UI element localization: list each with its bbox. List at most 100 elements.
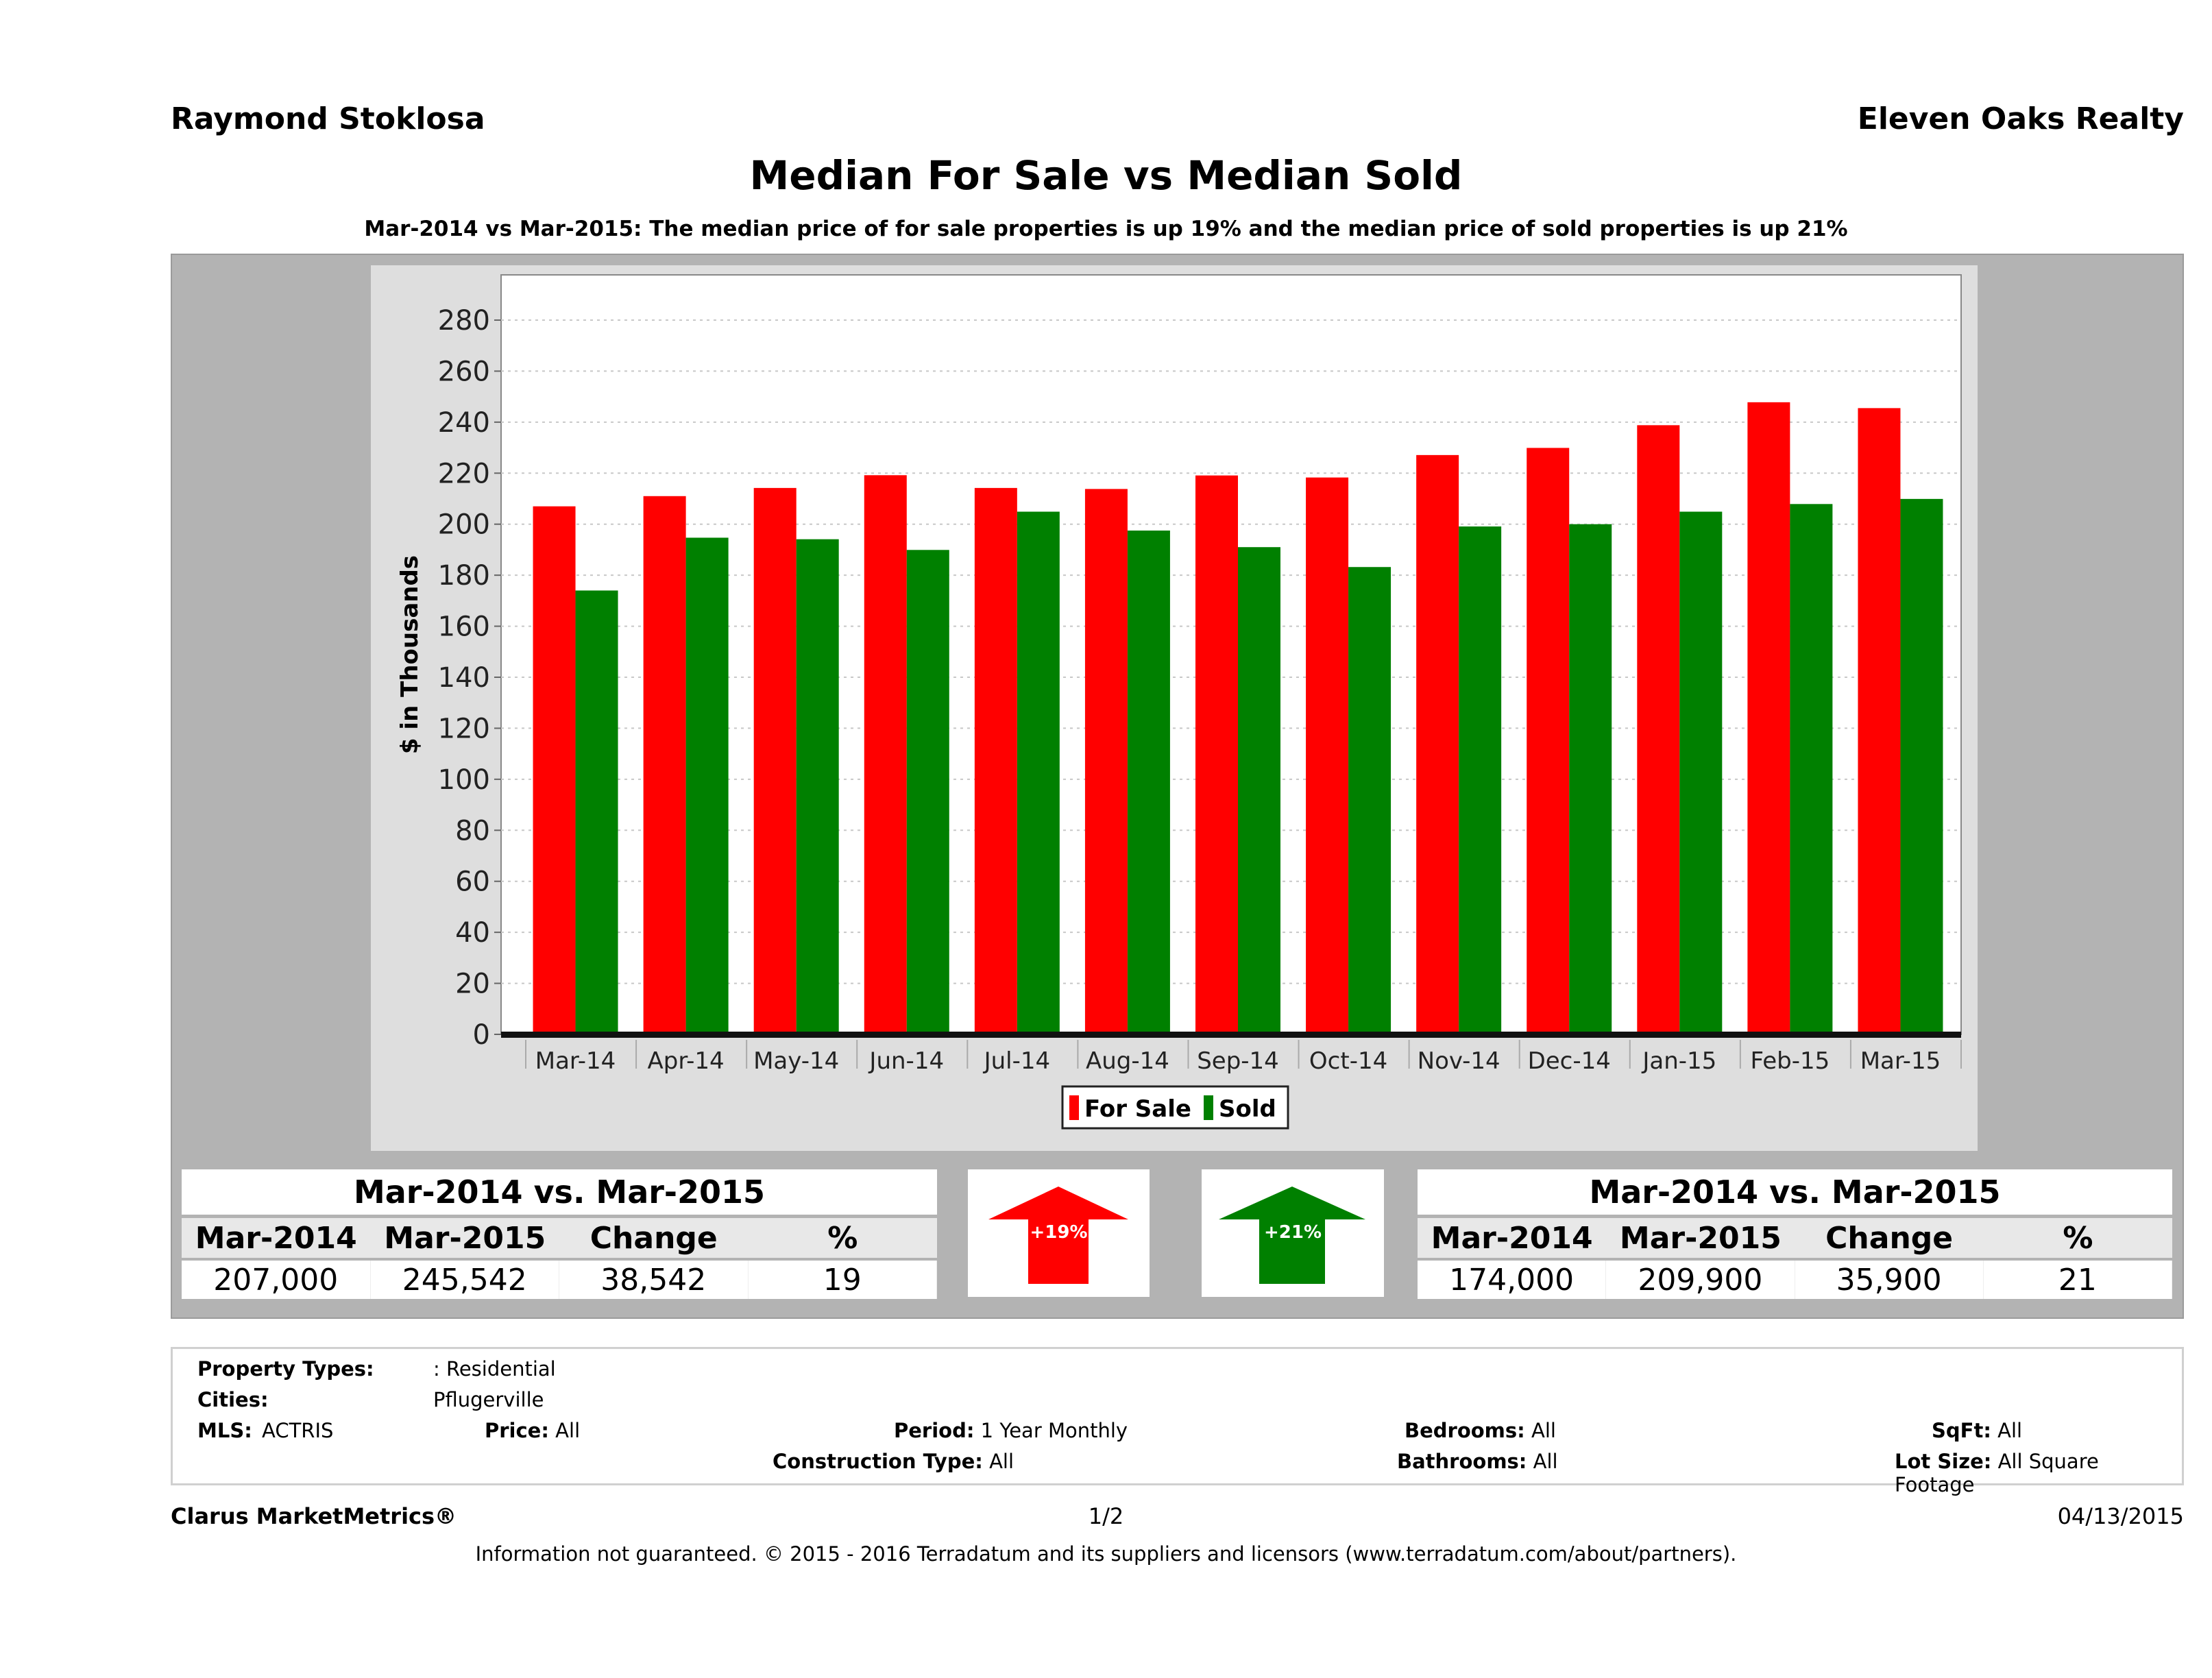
bar-for-sale xyxy=(1084,489,1128,1034)
mls-value: ACTRIS xyxy=(262,1419,334,1442)
for-sale-summary-title: Mar-2014 vs. Mar-2015 xyxy=(182,1169,937,1215)
for-sale-value-percent: 19 xyxy=(748,1261,937,1299)
report-date: 04/13/2015 xyxy=(2057,1503,2184,1529)
bathrooms-filter: Bathrooms: All xyxy=(1397,1450,1558,1473)
x-tick-label: Nov-14 xyxy=(1418,1047,1500,1075)
mls-label: MLS: xyxy=(197,1419,252,1442)
construction-type-filter: Construction Type: All xyxy=(773,1450,1014,1473)
construction-type-value: All xyxy=(989,1450,1014,1473)
y-tick-label: 80 xyxy=(455,815,490,847)
lot-size-label: Lot Size: xyxy=(1895,1450,1992,1473)
bar-sold xyxy=(1127,531,1170,1034)
y-tick-label: 180 xyxy=(438,560,490,592)
property-types-label: Property Types: xyxy=(197,1357,374,1381)
legend-swatch-for-sale xyxy=(1069,1095,1079,1120)
bedrooms-filter: Bedrooms: All xyxy=(1405,1419,1556,1442)
construction-type-label: Construction Type: xyxy=(773,1450,983,1473)
lot-size-filter: Lot Size: All Square Footage xyxy=(1895,1450,2182,1496)
chart-title: Median For Sale vs Median Sold xyxy=(749,152,1463,199)
legend-box xyxy=(1061,1085,1289,1130)
price-value: All xyxy=(555,1419,581,1442)
bar-for-sale xyxy=(864,475,907,1034)
bar-sold xyxy=(685,537,729,1034)
y-tick-label: 0 xyxy=(473,1019,490,1051)
for-sale-value-change: 38,542 xyxy=(559,1261,749,1299)
y-tick-label: 120 xyxy=(438,713,490,744)
for-sale-arrow-label: +19% xyxy=(1030,1222,1088,1243)
y-tick-label: 260 xyxy=(438,356,490,387)
sqft-value: All xyxy=(1997,1419,2023,1442)
y-tick-label: 40 xyxy=(455,917,490,949)
bathrooms-value: All xyxy=(1533,1450,1558,1473)
bar-chart: 0 20 40 60 80 100 120 140 160 180 200 220 240 260 280 $… xyxy=(396,274,1962,1130)
x-tick-label: Oct-14 xyxy=(1309,1047,1387,1075)
x-tick-label: Jun-14 xyxy=(868,1047,944,1075)
bar-sold xyxy=(1017,511,1060,1034)
for-sale-change-indicator: +19% xyxy=(968,1169,1150,1297)
bar-for-sale xyxy=(1195,475,1238,1034)
for-sale-header-percent: % xyxy=(748,1218,937,1258)
x-tick-label: Jul-14 xyxy=(983,1047,1051,1075)
property-types-value: : Residential xyxy=(433,1357,556,1381)
page-number: 1/2 xyxy=(1088,1503,1124,1529)
sold-summary-table: Mar-2014 vs. Mar-2015 Mar-2014 Mar-2015 … xyxy=(1418,1169,2172,1299)
bar-sold xyxy=(1900,498,1943,1034)
x-tick-label: Sep-14 xyxy=(1197,1047,1279,1075)
price-filter: Price: All xyxy=(485,1419,580,1442)
sqft-label: SqFt: xyxy=(1932,1419,1991,1442)
product-name: Clarus MarketMetrics® xyxy=(171,1503,457,1529)
bar-sold xyxy=(1790,504,1833,1034)
bedrooms-value: All xyxy=(1531,1419,1556,1442)
x-tick-label: Feb-15 xyxy=(1751,1047,1830,1075)
price-label: Price: xyxy=(485,1419,549,1442)
bar-for-sale xyxy=(643,496,686,1034)
sold-summary-title: Mar-2014 vs. Mar-2015 xyxy=(1418,1169,2172,1215)
brokerage-name: Eleven Oaks Realty xyxy=(1857,101,2184,136)
for-sale-value-mar2014: 207,000 xyxy=(182,1261,371,1299)
disclaimer: Information not guaranteed. © 2015 - 201… xyxy=(475,1542,1737,1566)
sold-header-mar2015: Mar-2015 xyxy=(1606,1218,1795,1258)
bar-for-sale xyxy=(1637,425,1680,1034)
for-sale-header-mar2014: Mar-2014 xyxy=(182,1218,371,1258)
lot-size-value: All Square Footage xyxy=(1895,1450,2099,1496)
bar-sold xyxy=(1459,526,1502,1034)
bar-sold xyxy=(796,539,839,1034)
period-filter: Period: 1 Year Monthly xyxy=(894,1419,1128,1442)
bar-for-sale xyxy=(1416,454,1459,1034)
up-arrow-icon xyxy=(1219,1187,1365,1284)
legend-swatch-sold xyxy=(1204,1095,1213,1120)
bar-for-sale xyxy=(753,487,797,1034)
legend-label-sold: Sold xyxy=(1219,1095,1276,1123)
agent-name: Raymond Stoklosa xyxy=(171,101,485,136)
period-value: 1 Year Monthly xyxy=(980,1419,1128,1442)
y-tick-label: 160 xyxy=(438,611,490,643)
chart-container: 0 20 40 60 80 100 120 140 160 180 200 220 240 260 280 $… xyxy=(371,265,1978,1151)
sold-value-change: 35,900 xyxy=(1795,1261,1984,1299)
x-tick-label: May-14 xyxy=(753,1047,839,1075)
bar-for-sale xyxy=(1747,402,1790,1034)
sold-change-indicator: +21% xyxy=(1202,1169,1384,1297)
bar-for-sale xyxy=(1858,408,1901,1034)
bar-sold xyxy=(1569,524,1612,1034)
for-sale-header-change: Change xyxy=(559,1218,749,1258)
y-tick-label: 100 xyxy=(438,764,490,796)
bar-sold xyxy=(1238,547,1280,1034)
sold-header-percent: % xyxy=(1983,1218,2172,1258)
y-tick-label: 240 xyxy=(438,407,490,439)
bar-for-sale xyxy=(533,506,576,1034)
x-tick-label: Jan-15 xyxy=(1641,1047,1716,1075)
y-axis-label: $ in Thousands xyxy=(396,555,424,754)
bar-sold xyxy=(906,550,949,1034)
bedrooms-label: Bedrooms: xyxy=(1405,1419,1525,1442)
sold-arrow-label: +21% xyxy=(1263,1222,1322,1243)
sold-header-mar2014: Mar-2014 xyxy=(1418,1218,1607,1258)
for-sale-header-mar2015: Mar-2015 xyxy=(370,1218,559,1258)
x-tick-label: Aug-14 xyxy=(1086,1047,1169,1075)
bar-for-sale xyxy=(1306,477,1349,1034)
bar-sold xyxy=(575,590,618,1034)
x-tick-label: Mar-14 xyxy=(535,1047,616,1075)
bar-for-sale xyxy=(1527,448,1570,1034)
sold-value-percent: 21 xyxy=(1983,1261,2172,1299)
y-tick-label: 60 xyxy=(455,866,490,898)
for-sale-summary-table: Mar-2014 vs. Mar-2015 Mar-2014 Mar-2015 … xyxy=(182,1169,937,1299)
